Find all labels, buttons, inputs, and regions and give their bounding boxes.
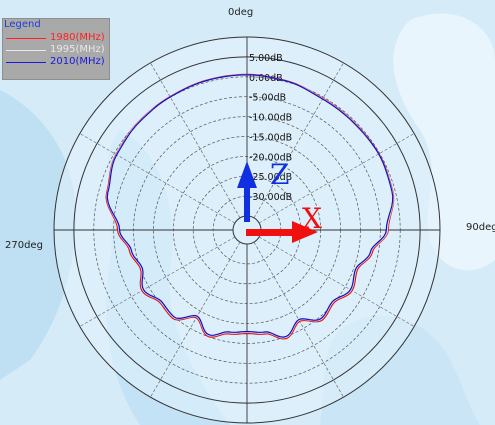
ring-label: -10.00dB xyxy=(249,113,292,124)
ring-label: -30.00dB xyxy=(249,192,292,203)
legend-entry-1980: 1980(MHz) xyxy=(6,32,106,44)
ring-label: -5.00dB xyxy=(249,93,286,104)
ring-label: -20.00dB xyxy=(249,152,292,163)
legend-swatch xyxy=(6,38,46,39)
ring-label: -15.00dB xyxy=(249,132,292,143)
legend-swatch xyxy=(6,62,46,63)
ring-label: 5.00dB xyxy=(249,53,283,64)
axes-triad: Z X xyxy=(237,158,322,243)
ring-label: -25.00dB xyxy=(249,172,292,183)
legend-entry-2010: 2010(MHz) xyxy=(6,56,106,68)
legend-label: 2010(MHz) xyxy=(50,56,105,67)
legend-label: 1980(MHz) xyxy=(50,32,105,43)
legend xyxy=(2,18,110,80)
legend-label: 1995(MHz) xyxy=(50,44,105,55)
series-line-2 xyxy=(106,74,394,338)
angle-label-0deg: 0deg xyxy=(228,7,253,18)
legend-swatch xyxy=(6,50,46,51)
series-layer xyxy=(105,73,395,340)
x-axis-arrow xyxy=(246,221,318,243)
ring-label: 0.00dB xyxy=(249,73,283,84)
z-axis-arrow xyxy=(237,161,257,222)
z-axis-label: Z xyxy=(270,158,289,191)
angle-label-90deg: 90deg xyxy=(466,222,495,233)
legend-title: Legend xyxy=(4,19,41,30)
legend-entry-1995: 1995(MHz) xyxy=(6,44,106,56)
angle-label-270deg: 270deg xyxy=(5,240,43,251)
x-axis-label: X xyxy=(302,202,322,235)
